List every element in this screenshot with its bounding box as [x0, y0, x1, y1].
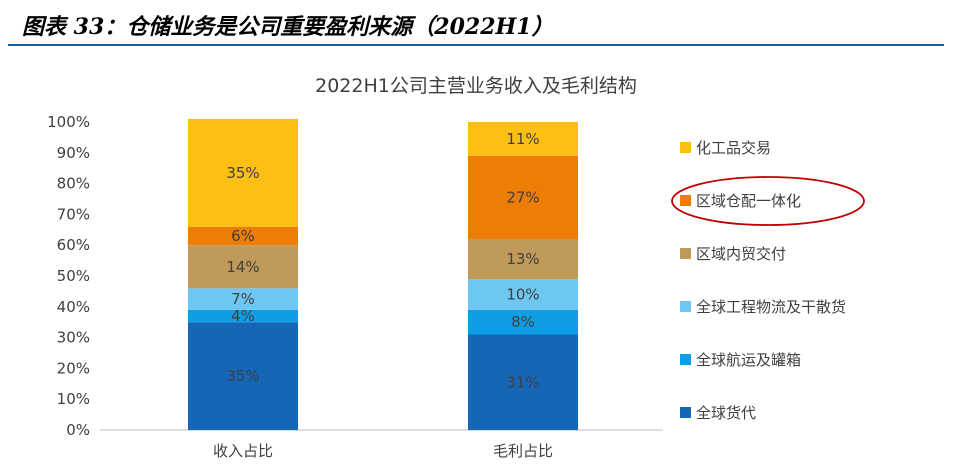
bar-segment-gross-profit	[468, 279, 578, 310]
y-tick-label: 0%	[66, 421, 90, 439]
figure-title: 图表 33：仓储业务是公司重要盈利来源（2022H1）	[22, 14, 554, 40]
y-tick-label: 40%	[57, 298, 90, 316]
data-label: 35%	[226, 164, 259, 182]
legend-swatch	[680, 142, 691, 153]
bar-segment-gross-profit	[468, 122, 578, 156]
legend-label: 全球货代	[696, 404, 756, 422]
legend-swatch	[680, 195, 691, 206]
bar-segment-revenue	[188, 309, 298, 323]
data-label: 10%	[506, 285, 539, 303]
data-label: 27%	[506, 188, 539, 206]
legend-label: 区域仓配一体化	[696, 192, 801, 210]
data-label: 11%	[506, 130, 539, 148]
y-tick-label: 70%	[57, 205, 90, 223]
header-divider	[8, 44, 944, 46]
data-label: 4%	[231, 307, 255, 325]
y-tick-label: 20%	[57, 359, 90, 377]
bar-segment-gross-profit	[468, 334, 578, 430]
bar-segment-gross-profit	[468, 155, 578, 240]
y-tick-label: 80%	[57, 175, 90, 193]
x-category-label: 毛利占比	[493, 442, 553, 460]
legend-label: 区域内贸交付	[696, 245, 786, 263]
legend-swatch	[680, 301, 691, 312]
bar-segment-revenue	[188, 226, 298, 246]
bar-segment-revenue	[188, 245, 298, 289]
bar-segment-gross-profit	[468, 239, 578, 280]
stacked-bar-chart: 2022H1公司主营业务收入及毛利结构 0% 10% 20% 30% 40% 50% 60% 7…	[47, 75, 865, 460]
figure-header: 图表 33：仓储业务是公司重要盈利来源（2022H1）	[0, 0, 956, 46]
x-category-label: 收入占比	[213, 442, 273, 460]
legend-label: 全球航运及罐箱	[696, 351, 801, 369]
y-tick-label: 30%	[57, 329, 90, 347]
y-tick-label: 90%	[57, 144, 90, 162]
y-tick-label: 100%	[47, 113, 90, 131]
data-label: 35%	[226, 367, 259, 385]
chart-title: 2022H1公司主营业务收入及毛利结构	[315, 75, 637, 97]
bar-segment-revenue	[188, 118, 298, 227]
legend-label: 全球工程物流及干散货	[696, 298, 846, 316]
y-tick-label: 50%	[57, 267, 90, 285]
y-tick-label: 10%	[57, 390, 90, 408]
data-label: 7%	[231, 290, 255, 308]
legend-swatch	[680, 407, 691, 418]
bar-segment-revenue	[188, 288, 298, 310]
y-tick-label: 60%	[57, 236, 90, 254]
highlight-ellipse	[671, 176, 865, 226]
data-label: 8%	[511, 313, 535, 331]
data-label: 6%	[231, 227, 255, 245]
legend-swatch	[680, 248, 691, 259]
bar-segment-revenue	[188, 322, 298, 430]
legend-swatch	[680, 354, 691, 365]
data-label: 13%	[506, 250, 539, 268]
bar-segment-gross-profit	[468, 309, 578, 335]
legend-label: 化工品交易	[696, 139, 771, 157]
chart-panel: 2022H1公司主营业务收入及毛利结构 0% 10% 20% 30% 40% 50% 60% 7…	[8, 52, 944, 472]
data-label: 31%	[506, 373, 539, 391]
data-label: 14%	[226, 258, 259, 276]
